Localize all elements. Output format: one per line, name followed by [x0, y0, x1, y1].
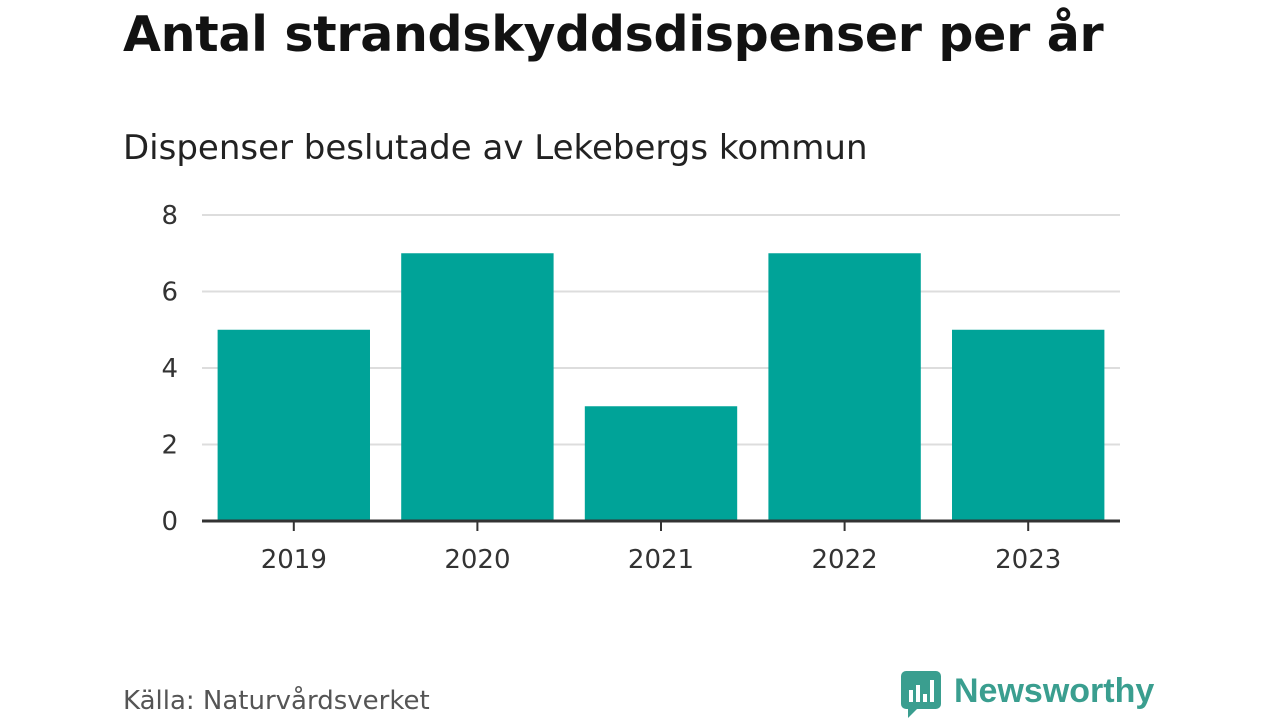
x-tick-label: 2023 — [995, 545, 1061, 575]
bar-2019 — [217, 329, 370, 521]
y-tick-label: 8 — [161, 201, 178, 231]
bar-2023 — [952, 329, 1105, 521]
chart-subtitle: Dispenser beslutade av Lekebergs kommun — [123, 128, 868, 168]
chart-title: Antal strandskyddsdispenser per år — [123, 6, 1104, 63]
bar-2021 — [584, 406, 738, 521]
y-tick-label: 2 — [161, 431, 178, 461]
x-tick-label: 2019 — [261, 545, 327, 575]
x-tick-label: 2022 — [812, 545, 878, 575]
newsworthy-logo-icon — [901, 671, 941, 718]
y-tick-label: 6 — [161, 278, 178, 308]
bar-2022 — [768, 253, 921, 521]
x-tick-label: 2020 — [444, 545, 510, 575]
x-tick-label: 2021 — [628, 545, 694, 575]
newsworthy-logo: Newsworthy — [900, 670, 1154, 720]
y-tick-label: 0 — [161, 507, 178, 537]
source-note: Källa: Naturvårdsverket — [123, 686, 430, 716]
bars — [217, 253, 1105, 521]
newsworthy-logo-text: Newsworthy — [954, 672, 1155, 710]
axes: 0 2 4 6 8 2019 2020 2021 2022 2023 — [161, 201, 1120, 575]
y-tick-label: 4 — [161, 354, 178, 384]
bar-2020 — [401, 253, 554, 521]
